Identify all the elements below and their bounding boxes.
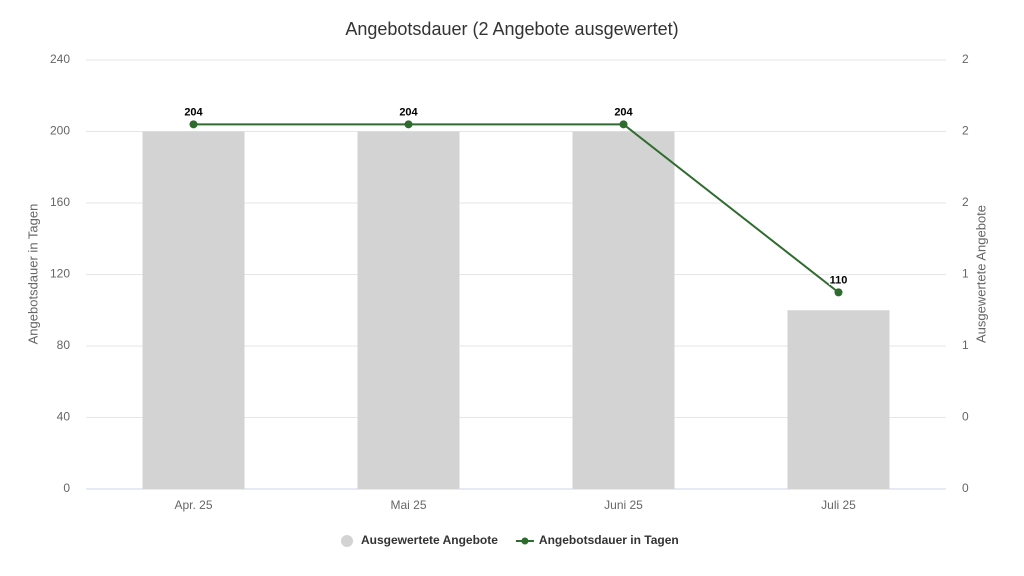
data-label: 204: [399, 106, 418, 118]
y-tick-label: 40: [57, 410, 71, 424]
data-label: 110: [830, 274, 848, 286]
legend-symbol: [341, 535, 353, 547]
point: [189, 120, 198, 129]
bar: [787, 310, 890, 489]
x-tick-label: Juni 25: [604, 498, 643, 512]
data-label: 204: [614, 106, 633, 118]
bar: [572, 131, 675, 489]
x-tick-label: Mai 25: [390, 498, 426, 512]
y-tick-label: 160: [50, 195, 70, 209]
y2-axis-title: Ausgewertete Angebote: [973, 205, 988, 343]
legend-label: Angebotsdauer in Tagen: [539, 533, 679, 547]
bar: [357, 131, 460, 489]
chart-title: Angebotsdauer (2 Angebote ausgewertet): [345, 19, 678, 39]
x-tick-label: Juli 25: [821, 498, 856, 512]
y2-tick-label: 2: [962, 195, 969, 209]
y2-tick-label: 2: [962, 124, 969, 138]
y2-tick-label: 1: [962, 267, 969, 281]
y-axis-title: Angebotsdauer in Tagen: [25, 204, 40, 345]
point: [619, 120, 628, 129]
legend-label: Ausgewertete Angebote: [361, 533, 498, 547]
point: [834, 288, 843, 297]
legend-symbol: [521, 537, 529, 545]
y-tick-label: 240: [50, 52, 70, 66]
point: [404, 120, 413, 129]
line: [193, 123, 840, 294]
y2-tick-label: 0: [962, 410, 969, 424]
y2-tick-label: 0: [962, 481, 969, 495]
y2-tick-label: 2: [962, 52, 969, 66]
y-tick-label: 80: [57, 338, 71, 352]
y-tick-label: 0: [63, 481, 70, 495]
x-tick-label: Apr. 25: [174, 498, 212, 512]
data-label: 204: [184, 106, 203, 118]
y-tick-label: 200: [50, 124, 70, 138]
bar: [142, 131, 245, 489]
y2-tick-label: 1: [962, 338, 969, 352]
y-tick-label: 120: [50, 267, 70, 281]
